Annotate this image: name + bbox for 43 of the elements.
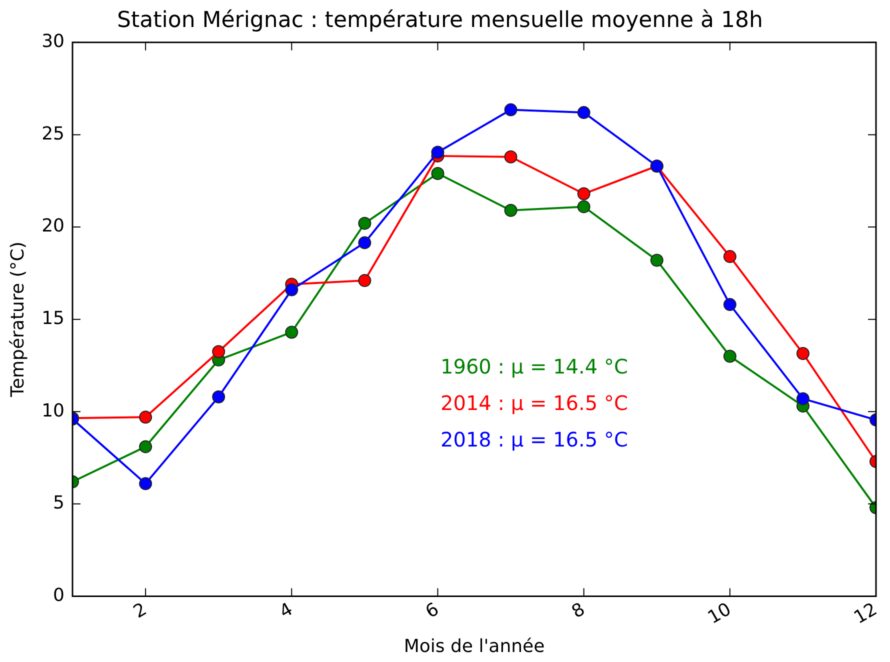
y-axis-title: Température (°C) bbox=[7, 242, 28, 398]
point bbox=[285, 283, 298, 296]
point bbox=[504, 204, 518, 217]
point bbox=[723, 250, 736, 264]
x-tick-label: 4 bbox=[276, 598, 296, 623]
y-tick-label: 0 bbox=[53, 584, 65, 606]
y-tick-label: 10 bbox=[42, 400, 65, 422]
point bbox=[577, 106, 590, 120]
x-tick-label: 2 bbox=[130, 598, 150, 623]
y-tick-label: 25 bbox=[42, 123, 65, 144]
point bbox=[431, 146, 444, 159]
point bbox=[358, 274, 372, 288]
point bbox=[723, 298, 736, 312]
x-tick-label: 10 bbox=[704, 598, 735, 628]
x-axis-title: Mois de l'année bbox=[404, 636, 545, 657]
annotation: 1960 : μ = 14.4 °C bbox=[440, 354, 628, 378]
annotation: 2014 : μ = 16.5 °C bbox=[440, 390, 628, 415]
point bbox=[431, 166, 444, 180]
point bbox=[358, 216, 372, 230]
point bbox=[577, 200, 590, 214]
point bbox=[139, 440, 152, 454]
chart-title: Station Mérignac : température mensuelle moyenne à 18h bbox=[117, 8, 763, 33]
point bbox=[577, 187, 590, 200]
y-tick-label: 5 bbox=[53, 492, 65, 514]
point bbox=[796, 346, 810, 360]
point bbox=[285, 326, 298, 339]
point bbox=[139, 410, 152, 424]
point bbox=[212, 390, 226, 404]
point bbox=[504, 103, 518, 116]
x-tick-label: 6 bbox=[422, 598, 443, 623]
point bbox=[139, 477, 152, 490]
point bbox=[212, 345, 226, 358]
y-tick-label: 20 bbox=[42, 216, 65, 237]
point bbox=[723, 350, 736, 363]
x-tick-label: 12 bbox=[850, 598, 881, 628]
x-tick-label: 8 bbox=[568, 598, 589, 623]
point bbox=[358, 236, 372, 250]
y-tick-label: 30 bbox=[42, 31, 65, 52]
point bbox=[650, 254, 664, 267]
y-tick-label: 15 bbox=[42, 308, 65, 329]
point bbox=[504, 150, 518, 164]
annotation: 2018 : μ = 16.5 °C bbox=[440, 427, 628, 452]
point bbox=[796, 392, 810, 406]
